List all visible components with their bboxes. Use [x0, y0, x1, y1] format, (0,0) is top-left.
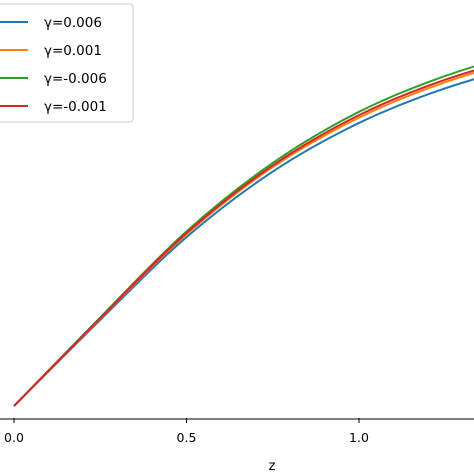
x-tick-label: 1.0	[349, 430, 369, 445]
series-line-1	[13, 78, 474, 407]
legend-label: γ=0.001	[44, 43, 102, 59]
legend-label: γ=0.006	[44, 15, 102, 31]
legend-label: γ=-0.001	[44, 99, 107, 115]
x-axis-title: z	[269, 459, 276, 474]
legend-label: γ=-0.006	[44, 71, 107, 87]
legend-box	[0, 3, 134, 123]
x-axis-ticks: 0.00.51.01.52.02.5	[4, 418, 369, 445]
legend: γ=0.006 γ=0.001 γ=-0.006 γ=-0.001	[0, 3, 134, 123]
series-lines	[13, 65, 474, 407]
series-line-4	[13, 69, 474, 407]
series-line-3	[13, 65, 474, 407]
x-tick-label: 0.0	[4, 430, 24, 445]
x-tick-label: 0.5	[177, 430, 197, 445]
